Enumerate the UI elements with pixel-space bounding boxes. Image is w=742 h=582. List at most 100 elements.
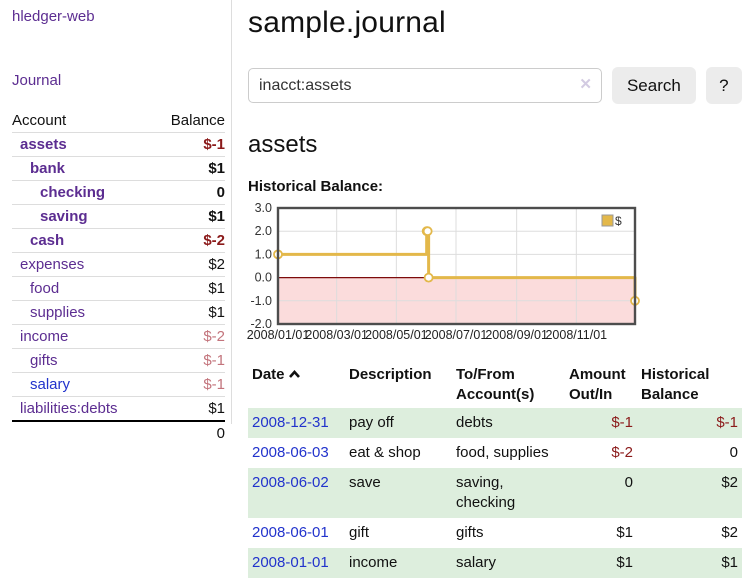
accounts-header-row: Account Balance	[12, 109, 225, 133]
register-row: 2008-12-31 pay off debts $-1 $-1	[248, 408, 742, 438]
account-balance: $2	[152, 252, 225, 277]
account-balance: $1	[152, 204, 225, 229]
svg-text:$: $	[615, 214, 622, 228]
column-header-accounts: To/From Account(s)	[456, 366, 535, 403]
register-row: 2008-01-01 income salary $1 $1	[248, 548, 742, 578]
account-row: food $1	[12, 276, 225, 301]
account-link-salary[interactable]: salary	[30, 376, 71, 393]
account-balance: $1	[152, 300, 225, 325]
column-header-amount: Amount Out/In	[569, 366, 626, 403]
search-input[interactable]	[248, 68, 602, 103]
date-sort-label: Date	[252, 366, 285, 383]
transaction-date-link[interactable]: 2008-06-03	[252, 444, 329, 461]
balance-cell: $1	[637, 548, 742, 578]
description-cell: eat & shop	[349, 444, 421, 461]
accounts-total-row: 0	[12, 420, 225, 445]
description-cell: income	[345, 548, 452, 578]
account-link-income[interactable]: income	[20, 328, 69, 345]
account-link-bank[interactable]: bank	[30, 160, 66, 177]
account-link-liabilities-debts[interactable]: liabilities:debts	[20, 400, 118, 417]
accounts-header-account: Account	[12, 112, 67, 129]
svg-text:2008/03/01: 2008/03/01	[305, 328, 368, 342]
svg-text:2008/11/01: 2008/11/01	[545, 328, 607, 342]
svg-text:2008/09/01: 2008/09/01	[485, 328, 548, 342]
account-row: bank $1	[12, 156, 225, 181]
search-button[interactable]: Search	[611, 67, 696, 104]
account-link-supplies[interactable]: supplies	[30, 304, 86, 321]
main-content: sample.journal ✕ Search ? assets Histori…	[232, 0, 742, 578]
total-spacer	[12, 420, 153, 445]
description-cell: save	[345, 468, 452, 518]
svg-text:3.0: 3.0	[255, 201, 272, 215]
account-balance: $1	[152, 276, 225, 301]
account-link-checking[interactable]: checking	[40, 184, 106, 201]
transaction-date-link[interactable]: 2008-12-31	[252, 414, 329, 431]
transaction-date-link[interactable]: 2008-01-01	[252, 554, 329, 571]
historical-balance-chart: $3.0 2.0 1.0 0.0 -1.0 -2.02008/01/012008/03/0…	[247, 201, 640, 342]
account-balance: $-1	[152, 132, 225, 157]
balance-cell: $2	[637, 468, 742, 518]
account-balance: 0	[152, 180, 225, 205]
account-balance: $-1	[152, 348, 225, 373]
account-link-saving[interactable]: saving	[40, 208, 88, 225]
account-row: assets $-1	[12, 132, 225, 157]
column-header-date[interactable]: Date	[248, 362, 345, 408]
account-row: saving $1	[12, 204, 225, 229]
transaction-date-link[interactable]: 2008-06-02	[252, 474, 329, 491]
accounts-cell: food, supplies	[456, 444, 549, 461]
accounts-cell: debts	[452, 408, 565, 438]
search-bar: ✕ Search ?	[248, 67, 742, 104]
account-row: supplies $1	[12, 300, 225, 325]
accounts-table: Account Balance assets $-1 bank $1 check…	[12, 109, 225, 445]
accounts-cell: salary	[452, 548, 565, 578]
account-link-gifts[interactable]: gifts	[30, 352, 58, 369]
account-balance: $-1	[152, 372, 225, 397]
balance-cell: $-1	[637, 408, 742, 438]
account-balance: $-2	[152, 324, 225, 349]
account-link-food[interactable]: food	[30, 280, 60, 297]
app-title-link[interactable]: hledger-web	[12, 8, 95, 25]
help-button[interactable]: ?	[705, 67, 742, 104]
nav-journal-link[interactable]: Journal	[12, 72, 62, 89]
sidebar: hledger-web Journal Account Balance asse…	[0, 0, 232, 445]
svg-text:-2.0: -2.0	[250, 317, 272, 331]
account-link-assets[interactable]: assets	[20, 136, 67, 153]
account-balance: $-2	[152, 228, 225, 253]
transaction-date-link[interactable]: 2008-06-01	[252, 524, 329, 541]
amount-cell: $1	[616, 524, 633, 541]
account-row: income $-2	[12, 324, 225, 349]
register-header-row: Date Description To/From Account(s) Amou…	[248, 362, 742, 408]
account-row: cash $-2	[12, 228, 225, 253]
amount-cell: $-1	[565, 408, 637, 438]
account-row: expenses $2	[12, 252, 225, 277]
accounts-cell: saving, checking	[452, 468, 565, 518]
register-row: 2008-06-03 eat & shop food, supplies $-2…	[248, 438, 742, 468]
account-row: gifts $-1	[12, 348, 225, 373]
account-balance: $1	[152, 396, 225, 421]
svg-text:2008/01/01: 2008/01/01	[247, 328, 310, 342]
svg-text:2008/05/01: 2008/05/01	[365, 328, 428, 342]
accounts-total-balance: 0	[152, 420, 225, 445]
account-link-cash[interactable]: cash	[30, 232, 65, 249]
amount-cell: $1	[565, 548, 637, 578]
svg-text:-1.0: -1.0	[250, 294, 272, 308]
register-row: 2008-06-02 save saving, checking 0 $2	[248, 468, 742, 518]
account-balance: $1	[152, 156, 225, 181]
balance-cell: $2	[721, 524, 738, 541]
account-link-expenses[interactable]: expenses	[20, 256, 85, 273]
page-title: sample.journal	[248, 6, 446, 39]
clear-search-icon[interactable]: ✕	[579, 76, 592, 93]
register-table: Date Description To/From Account(s) Amou…	[248, 362, 742, 578]
register-row: 2008-06-01 gift gifts $1 $2	[248, 518, 742, 548]
account-heading: assets	[248, 131, 318, 158]
search-input-wrap: ✕	[248, 68, 602, 103]
svg-text:1.0: 1.0	[255, 247, 272, 261]
column-header-balance: Historical Balance	[641, 366, 710, 403]
amount-cell: $-2	[611, 444, 633, 461]
description-cell: pay off	[345, 408, 452, 438]
chart-title: Historical Balance:	[248, 178, 384, 195]
accounts-cell: gifts	[456, 524, 484, 541]
column-header-description: Description	[349, 366, 432, 383]
amount-cell: 0	[565, 468, 637, 518]
